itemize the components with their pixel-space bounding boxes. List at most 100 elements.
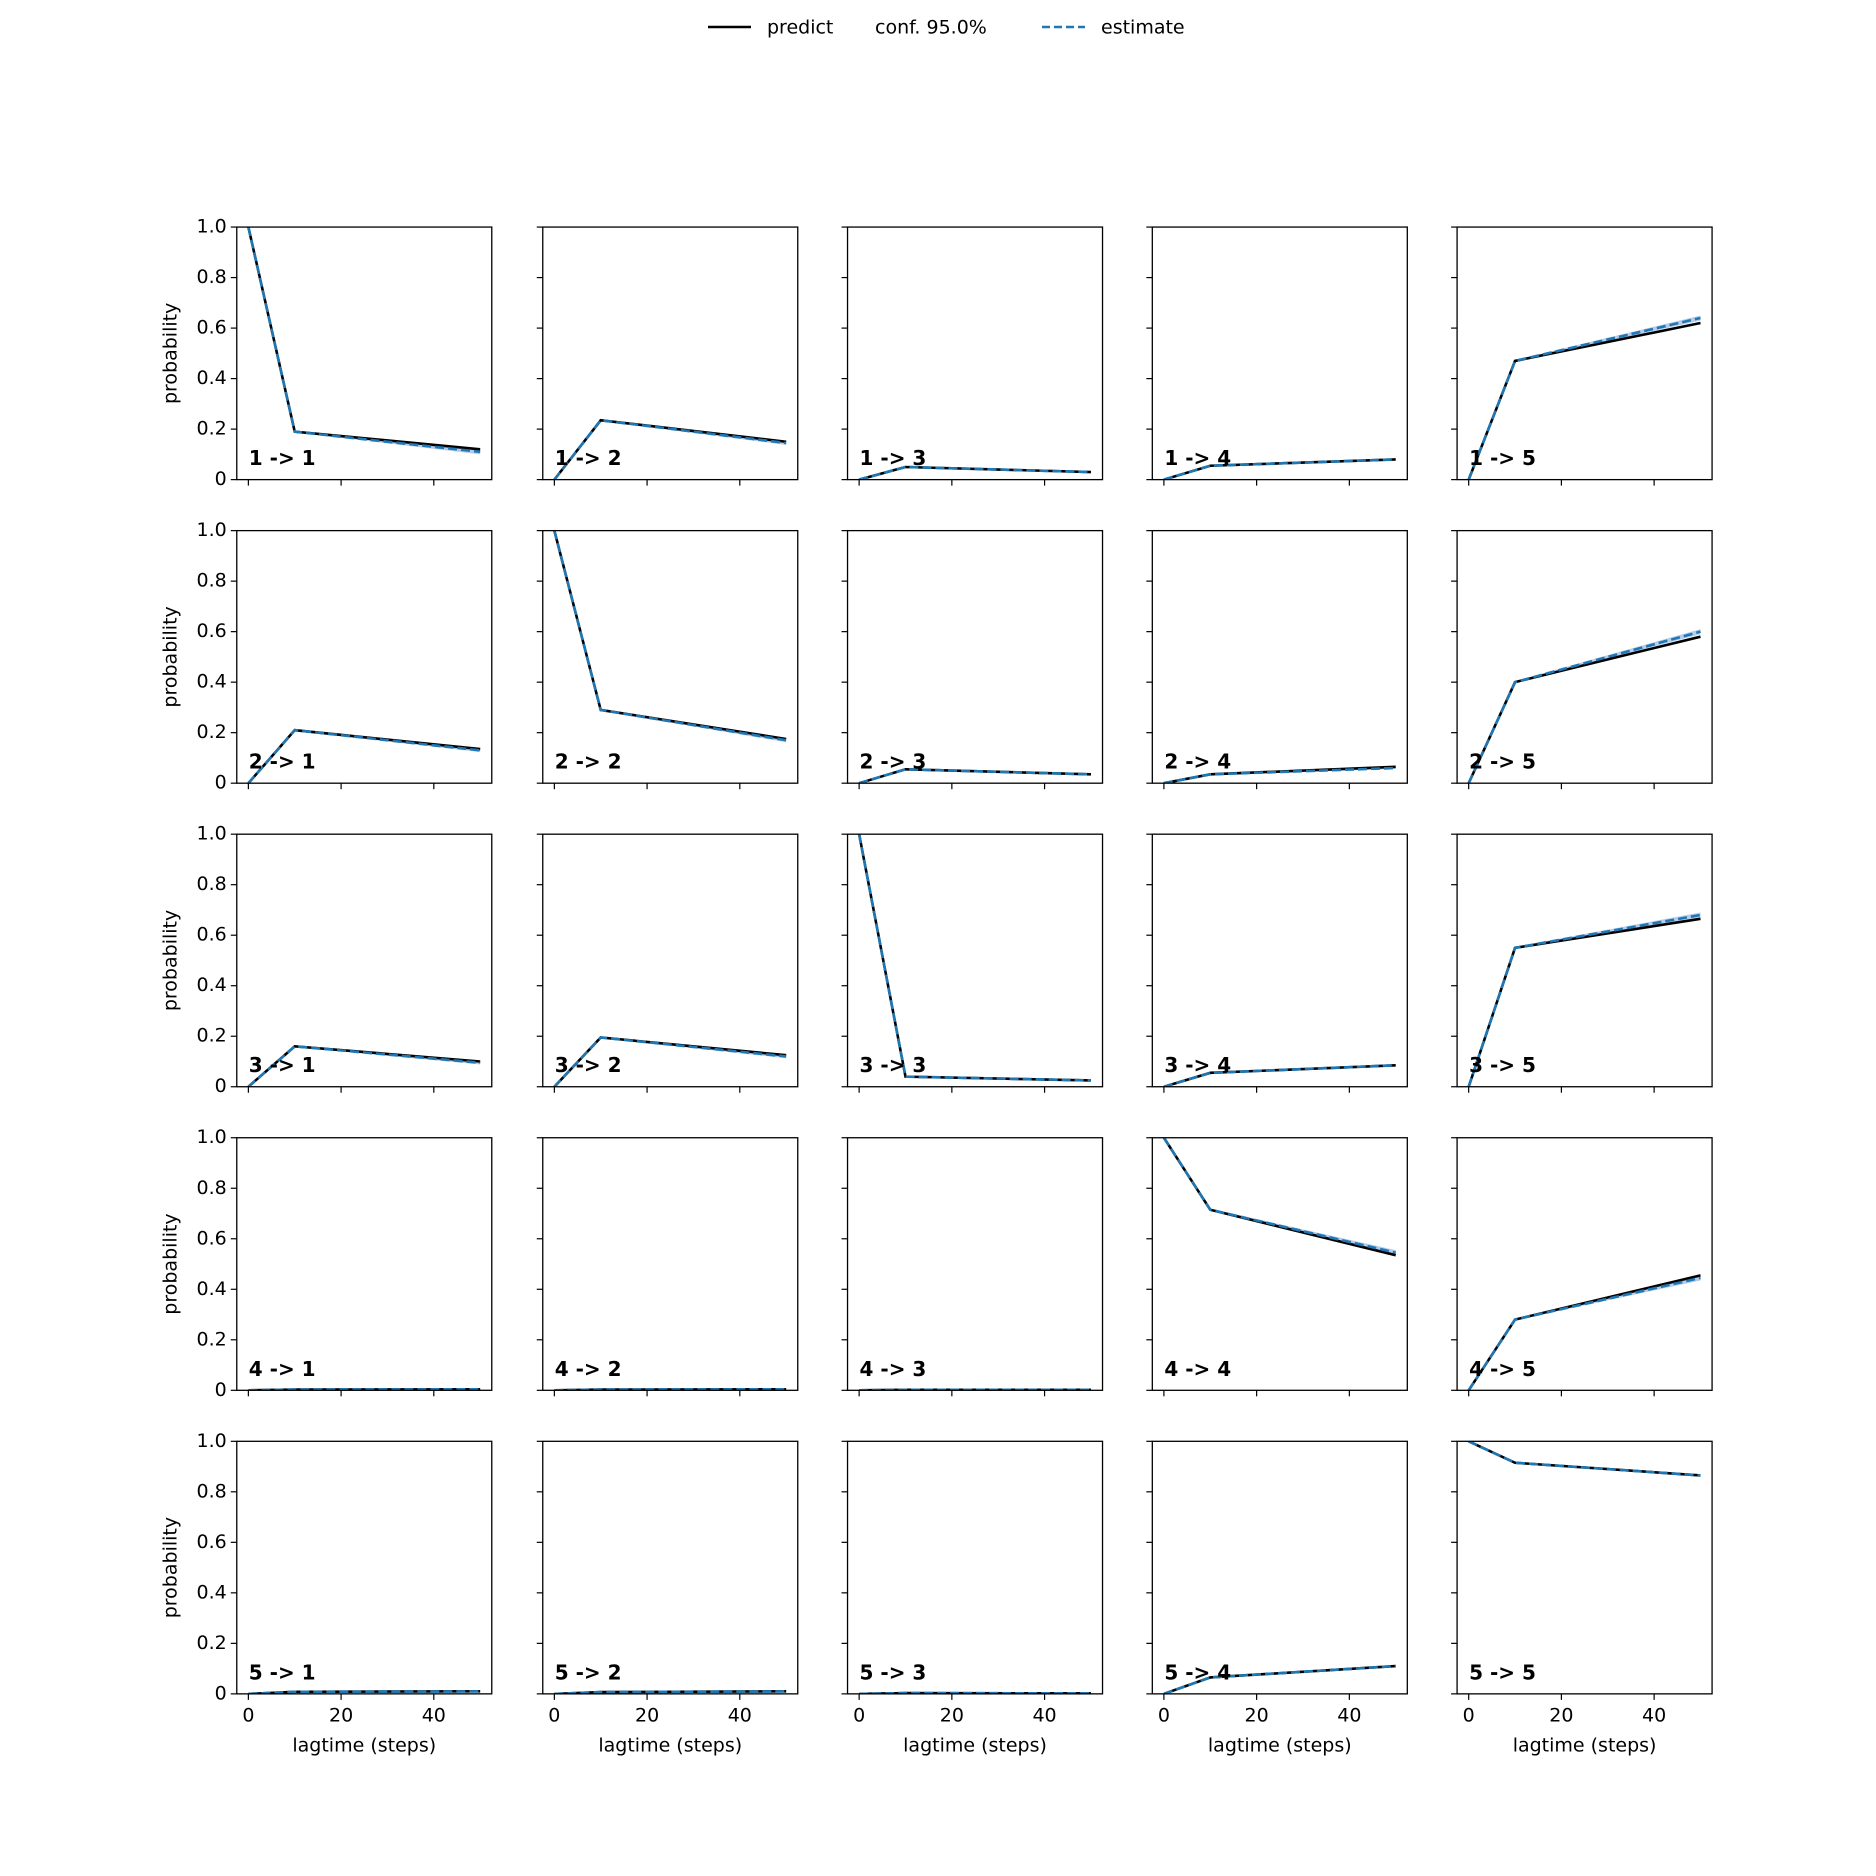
panel: 1 -> 4 xyxy=(1146,226,1408,486)
legend-label: estimate xyxy=(1101,17,1185,39)
axes-frame xyxy=(542,1440,799,1695)
estimate-line xyxy=(1163,1664,1396,1694)
x-tick-label: 0 xyxy=(548,1704,560,1726)
x-tick-label: 20 xyxy=(1245,1704,1269,1726)
estimate-line xyxy=(1467,1276,1701,1391)
y-tick-label: 0.6 xyxy=(197,1531,227,1553)
axes-frame xyxy=(542,529,799,784)
panel: 2 -> 4 xyxy=(1146,529,1408,790)
x-tick-label: 0 xyxy=(1463,1704,1475,1726)
y-tick-label: 0.4 xyxy=(197,1278,227,1300)
panel: 3 -> 2 xyxy=(536,833,799,1093)
y-tick-label: 0 xyxy=(215,1379,227,1401)
panel: 0 20 40 5 -> 5 lagtime (steps) xyxy=(1451,1440,1713,1756)
plot-area xyxy=(858,767,1091,784)
x-tick-label: 40 xyxy=(1642,1704,1666,1726)
plot-area xyxy=(1163,1063,1396,1087)
y-tick-label: 0 xyxy=(215,772,227,794)
y-tick-label: 0.4 xyxy=(197,974,227,996)
panel-label: 3 -> 2 xyxy=(555,1053,622,1077)
legend-label: conf. 95.0% xyxy=(875,17,987,39)
estimate-line xyxy=(1467,630,1701,784)
axes-frame xyxy=(1456,833,1713,1088)
predict-line xyxy=(1162,1137,1397,1257)
predict-line xyxy=(1468,1441,1701,1477)
y-tick-label: 0.6 xyxy=(197,1227,227,1249)
plot-area xyxy=(1467,629,1701,784)
y-tick-label: 0.8 xyxy=(197,570,227,592)
estimate-line xyxy=(247,1044,481,1087)
y-axis-label: probability xyxy=(159,303,181,404)
y-tick-label: 0.2 xyxy=(197,418,227,440)
y-tick-label: 0.8 xyxy=(197,1177,227,1199)
plot-area xyxy=(1468,1441,1701,1477)
x-tick-label: 0 xyxy=(242,1704,254,1726)
predict-line xyxy=(247,227,481,451)
panel: 2 -> 5 xyxy=(1451,529,1713,790)
estimate-line xyxy=(1467,316,1701,480)
panel-label: 4 -> 1 xyxy=(249,1357,316,1381)
y-tick-label: 0.6 xyxy=(197,317,227,339)
panel-label: 3 -> 1 xyxy=(249,1053,316,1077)
panel: 4 -> 2 xyxy=(536,1137,799,1397)
y-tick-label: 0.4 xyxy=(197,671,227,693)
x-tick-label: 40 xyxy=(1337,1704,1361,1726)
plot-area xyxy=(857,834,1091,1082)
x-tick-label: 20 xyxy=(635,1704,659,1726)
y-tick-label: 0.8 xyxy=(197,873,227,895)
panel: 0 20 40 5 -> 4 lagtime (steps) xyxy=(1146,1440,1408,1756)
axes-frame xyxy=(1151,226,1408,481)
panel-label: 3 -> 3 xyxy=(860,1053,927,1077)
plot-area xyxy=(553,1036,787,1087)
panel-label: 3 -> 4 xyxy=(1164,1053,1231,1077)
y-tick-label: 0.2 xyxy=(197,1025,227,1047)
axes-frame xyxy=(1456,1137,1713,1391)
axes-frame xyxy=(846,226,1104,481)
plot-area xyxy=(1163,458,1396,480)
panel-label: 2 -> 4 xyxy=(1164,750,1231,774)
y-tick-label: 0.2 xyxy=(197,1632,227,1654)
estimate-line xyxy=(1163,766,1396,784)
panel: 1 -> 5 xyxy=(1451,226,1713,486)
panel: 0 20 40 5 -> 2 lagtime (steps) xyxy=(536,1440,799,1756)
estimate-line xyxy=(248,1690,481,1694)
estimate-line xyxy=(247,728,481,784)
panel-label: 1 -> 5 xyxy=(1469,446,1536,470)
axes-frame xyxy=(542,226,799,481)
plot-area xyxy=(858,465,1091,480)
conf-band xyxy=(1468,1441,1701,1477)
estimate-line xyxy=(1467,913,1701,1087)
y-tick-label: 0.8 xyxy=(197,1480,227,1502)
panel-label: 5 -> 5 xyxy=(1469,1660,1536,1684)
x-tick-label: 40 xyxy=(1032,1704,1056,1726)
panel: 0 20 40 5 -> 3 lagtime (steps) xyxy=(841,1440,1104,1756)
axes-frame xyxy=(846,1440,1104,1695)
x-tick-label: 0 xyxy=(853,1704,865,1726)
panel: 4 -> 3 xyxy=(841,1137,1104,1397)
x-axis-label: lagtime (steps) xyxy=(1208,1734,1352,1756)
plot-area xyxy=(247,227,481,455)
panel-label: 1 -> 4 xyxy=(1164,446,1231,470)
y-axis-label: probability xyxy=(159,910,181,1011)
plot-area xyxy=(1163,765,1396,784)
panel-label: 5 -> 1 xyxy=(249,1660,316,1684)
panel-label: 4 -> 5 xyxy=(1469,1357,1536,1381)
estimate-line xyxy=(1163,458,1396,480)
y-tick-label: 1.0 xyxy=(197,216,227,238)
panel: 3 -> 3 xyxy=(841,833,1104,1093)
estimate-line xyxy=(1163,1063,1396,1087)
panel-label: 1 -> 2 xyxy=(555,446,622,470)
y-tick-label: 0 xyxy=(215,1075,227,1097)
axes-frame xyxy=(542,833,799,1088)
estimate-line xyxy=(553,530,787,742)
axes-frame xyxy=(1151,833,1408,1088)
panel-label: 2 -> 5 xyxy=(1469,750,1536,774)
axes-frame xyxy=(846,833,1104,1088)
panel: 4 -> 5 xyxy=(1451,1137,1713,1397)
conf-band xyxy=(248,227,481,455)
y-tick-label: 0 xyxy=(215,1682,227,1704)
axes-frame xyxy=(1456,529,1713,784)
estimate-line xyxy=(553,1036,787,1087)
y-tick-label: 1.0 xyxy=(197,1430,227,1452)
